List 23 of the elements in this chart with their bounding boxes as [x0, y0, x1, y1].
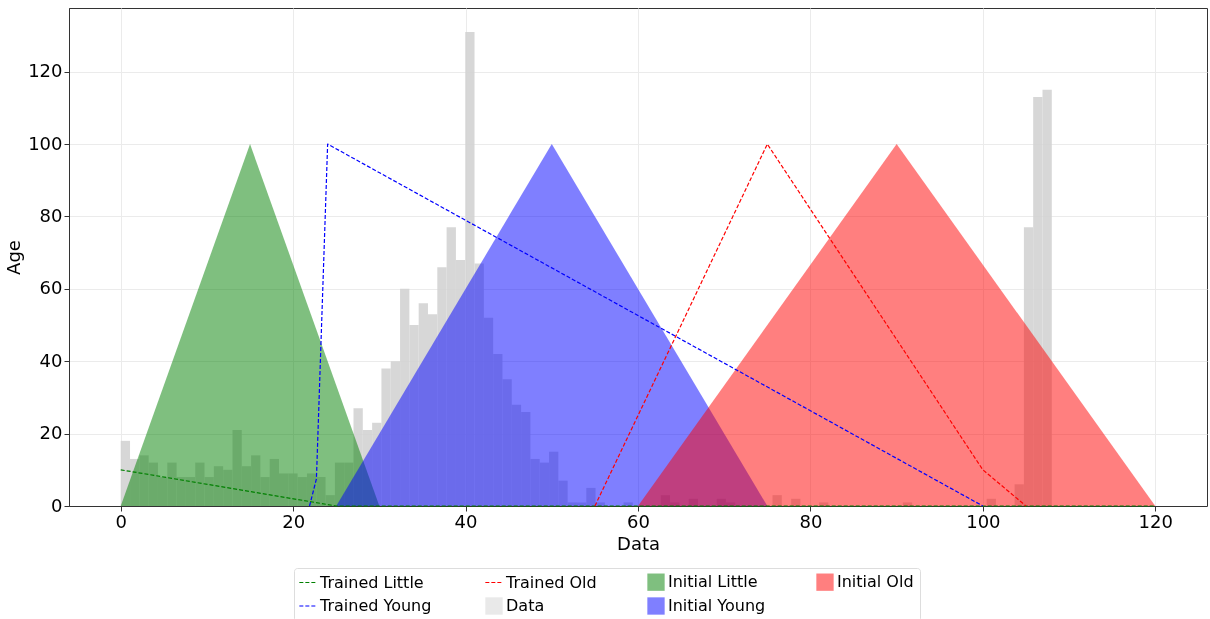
x-axis-title: Data	[617, 532, 660, 554]
legend-label: Initial Little	[668, 572, 758, 592]
x-tick-label: 20	[282, 510, 306, 532]
x-tick-label: 80	[799, 510, 823, 532]
legend-label: Initial Old	[837, 572, 914, 592]
y-tick-label: 60	[39, 277, 63, 299]
y-tick-label: 20	[39, 422, 63, 444]
legend-label: Trained Little	[319, 572, 424, 592]
y-tick-label: 0	[51, 494, 63, 516]
y-tick-label: 100	[28, 132, 63, 154]
x-tick-label: 0	[115, 510, 127, 532]
legend-label: Trained Old	[505, 572, 597, 592]
legend-label: Trained Young	[319, 596, 432, 615]
x-tick-label: 100	[966, 510, 1001, 532]
y-tick-label: 80	[39, 204, 63, 226]
x-tick-label: 120	[1138, 510, 1173, 532]
y-tick-label: 120	[28, 60, 63, 82]
y-tick-label: 40	[39, 349, 63, 371]
legend-label: Initial Young	[668, 596, 766, 615]
x-tick-label: 40	[454, 510, 478, 532]
x-tick-label: 60	[627, 510, 650, 532]
y-axis-title: Age	[3, 240, 25, 275]
legend-label: Data	[506, 596, 545, 615]
